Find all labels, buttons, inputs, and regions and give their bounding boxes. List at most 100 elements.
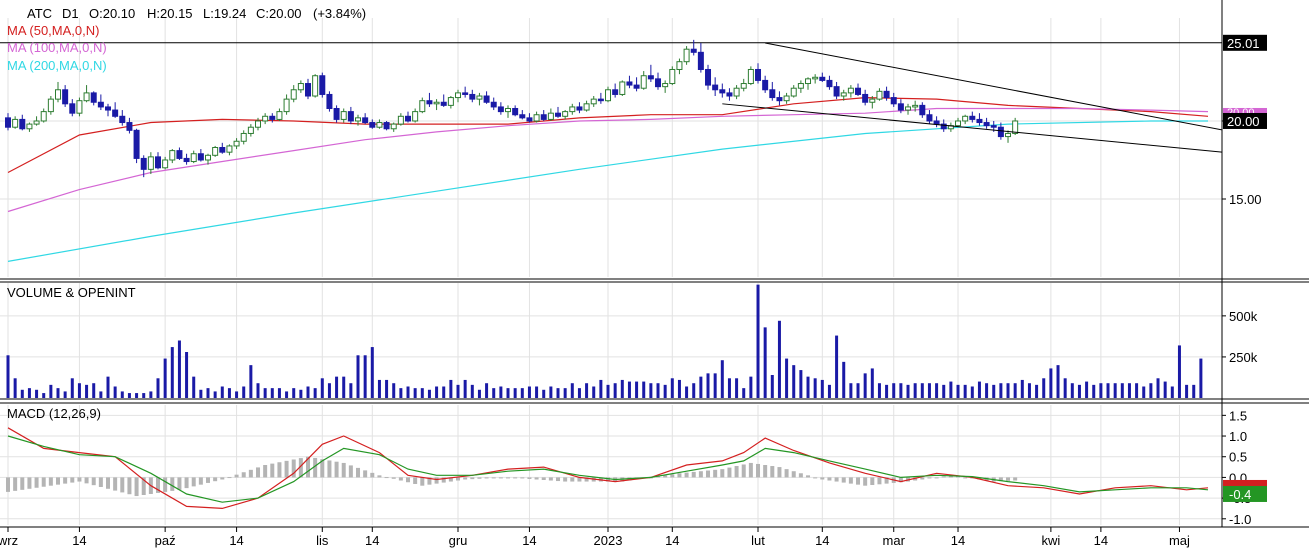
candle bbox=[426, 92, 433, 107]
macd-histogram-bar bbox=[477, 477, 482, 479]
macd-histogram-bar bbox=[427, 477, 432, 485]
candle bbox=[819, 72, 826, 82]
candle bbox=[312, 74, 319, 98]
candle bbox=[169, 149, 176, 164]
candle-body bbox=[669, 68, 676, 85]
candle-body bbox=[390, 123, 397, 130]
macd-histogram-bar bbox=[777, 467, 782, 478]
candle bbox=[155, 152, 162, 170]
candle bbox=[619, 80, 626, 97]
candle-body bbox=[105, 106, 112, 111]
macd-histogram-bar bbox=[434, 477, 439, 484]
candle-body bbox=[705, 68, 712, 86]
candle bbox=[719, 83, 726, 98]
volume-bar bbox=[677, 379, 681, 398]
macd-current-label: -0.4 bbox=[1229, 487, 1251, 502]
candle bbox=[919, 102, 926, 118]
macd-histogram-bar bbox=[691, 471, 696, 478]
candle bbox=[655, 72, 662, 90]
macd-histogram-bar bbox=[398, 477, 403, 481]
x-tick-label: lis bbox=[316, 533, 329, 548]
candle bbox=[76, 97, 83, 117]
volume-bar bbox=[1199, 358, 1203, 398]
candle-body bbox=[719, 89, 726, 94]
candle bbox=[440, 94, 447, 107]
candle-body bbox=[83, 92, 90, 102]
macd-histogram-bar bbox=[277, 462, 282, 478]
volume-bar bbox=[213, 391, 217, 398]
volume-bar bbox=[127, 393, 131, 398]
volume-bar bbox=[956, 384, 960, 398]
macd-histogram-bar bbox=[820, 477, 825, 480]
volume-bar bbox=[27, 388, 31, 398]
candle-body bbox=[769, 89, 776, 99]
macd-histogram-bar bbox=[470, 477, 475, 480]
candle bbox=[605, 86, 612, 103]
legend-ma200: MA (200,MA,0,N) bbox=[7, 58, 107, 73]
change-label: (+3.84%) bbox=[313, 6, 366, 21]
macd-title: MACD (12,26,9) bbox=[7, 406, 101, 421]
macd-histogram-bar bbox=[727, 467, 732, 478]
macd-histogram-bar bbox=[713, 469, 718, 478]
volume-bar bbox=[327, 383, 331, 398]
macd-histogram-bar bbox=[920, 477, 925, 480]
x-tick-label: 14 bbox=[1094, 533, 1108, 548]
candle bbox=[105, 103, 112, 117]
macd-histogram-bar bbox=[570, 477, 575, 482]
volume-bar bbox=[1085, 381, 1089, 398]
volume-bar bbox=[742, 388, 746, 398]
macd-histogram-bar bbox=[770, 466, 775, 478]
candle-body bbox=[40, 111, 47, 122]
candle-body bbox=[97, 101, 104, 108]
candle bbox=[1005, 130, 1012, 143]
volume-bar bbox=[120, 391, 124, 398]
candle-body bbox=[290, 89, 297, 100]
candle-body bbox=[726, 92, 733, 97]
macd-histogram-bar bbox=[198, 477, 203, 485]
candle bbox=[319, 72, 326, 98]
volume-bar bbox=[506, 388, 510, 398]
candle-body bbox=[962, 115, 969, 122]
macd-histogram-bar bbox=[741, 464, 746, 478]
candle bbox=[533, 111, 540, 123]
macd-histogram-bar bbox=[563, 477, 568, 482]
candle-body bbox=[826, 79, 833, 88]
candle bbox=[769, 81, 776, 101]
candle-body bbox=[476, 95, 483, 100]
candle-body bbox=[33, 120, 40, 125]
close-label: C:20.00 bbox=[256, 6, 302, 21]
candle bbox=[255, 117, 262, 131]
volume-bar bbox=[713, 373, 717, 398]
volume-bar bbox=[249, 365, 253, 398]
volume-bar bbox=[692, 383, 696, 398]
candle-body bbox=[676, 61, 683, 70]
candle-body bbox=[119, 115, 126, 124]
volume-bar bbox=[492, 388, 496, 398]
x-tick-label: 14 bbox=[815, 533, 829, 548]
volume-bar bbox=[785, 358, 789, 398]
candle-body bbox=[369, 122, 376, 128]
candle bbox=[926, 110, 933, 125]
macd-histogram-bar bbox=[98, 477, 103, 487]
macd-histogram-bar bbox=[370, 472, 375, 478]
volume-bar bbox=[135, 393, 139, 398]
macd-histogram-bar bbox=[898, 477, 903, 483]
macd-histogram-bar bbox=[234, 474, 239, 478]
candle-body bbox=[512, 107, 519, 116]
candle bbox=[40, 108, 47, 123]
volume-bar bbox=[1185, 384, 1189, 398]
candle bbox=[762, 75, 769, 93]
candle-body bbox=[212, 147, 219, 156]
candle bbox=[890, 92, 897, 107]
candle bbox=[905, 103, 912, 115]
macd-tick-label: -1.0 bbox=[1229, 512, 1251, 527]
volume-bar bbox=[156, 378, 160, 398]
volume-bar bbox=[1149, 383, 1153, 398]
candle bbox=[340, 108, 347, 123]
macd-histogram-bar bbox=[170, 477, 175, 491]
candle-body bbox=[612, 89, 619, 95]
candle-body bbox=[355, 117, 362, 122]
macd-histogram-bar bbox=[227, 477, 232, 479]
macd-histogram-bar bbox=[806, 475, 811, 478]
macd-histogram-bar bbox=[756, 463, 761, 478]
